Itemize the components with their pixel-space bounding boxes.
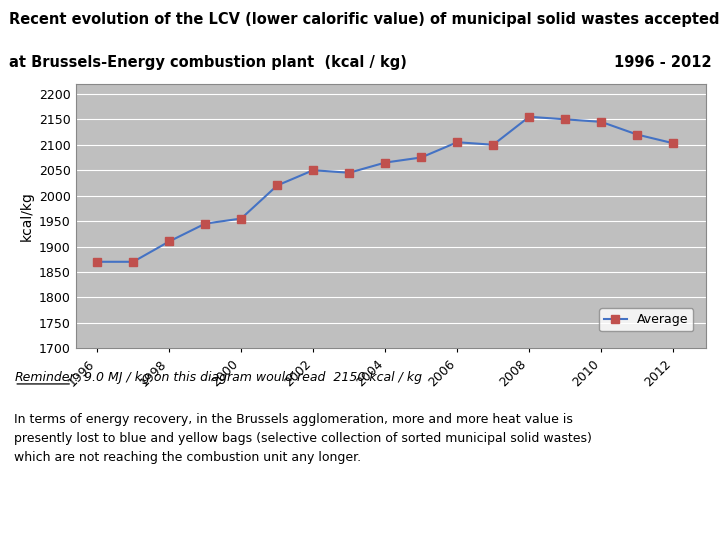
Average [237, 215, 246, 222]
Average [273, 182, 282, 188]
Average [561, 116, 570, 123]
Average [597, 119, 606, 125]
Legend: Average: Average [599, 308, 693, 332]
Average [201, 220, 210, 227]
Average [309, 167, 318, 173]
Average [669, 140, 678, 146]
Line: Average: Average [94, 113, 677, 266]
Y-axis label: kcal/kg: kcal/kg [19, 191, 33, 241]
Text: at Brussels-Energy combustion plant  (kcal / kg): at Brussels-Energy combustion plant (kca… [9, 55, 407, 70]
Text: Recent evolution of the LCV (lower calorific value) of municipal solid wastes ac: Recent evolution of the LCV (lower calor… [9, 12, 719, 27]
Text: In terms of energy recovery, in the Brussels agglomeration, more and more heat v: In terms of energy recovery, in the Brus… [14, 413, 592, 464]
Average [453, 139, 462, 145]
Average [525, 113, 534, 120]
Text: Reminder:: Reminder: [14, 371, 79, 384]
Text: 1996 - 2012: 1996 - 2012 [613, 55, 711, 70]
Average [93, 259, 102, 265]
Average [417, 154, 426, 161]
Average [489, 141, 498, 148]
Average [633, 131, 642, 138]
Average [345, 170, 354, 176]
Average [129, 259, 138, 265]
Text: 9.0 MJ / kg on this diagram would read  2150 kcal / kg: 9.0 MJ / kg on this diagram would read 2… [72, 371, 422, 384]
Average [165, 238, 174, 245]
Average [381, 159, 390, 166]
